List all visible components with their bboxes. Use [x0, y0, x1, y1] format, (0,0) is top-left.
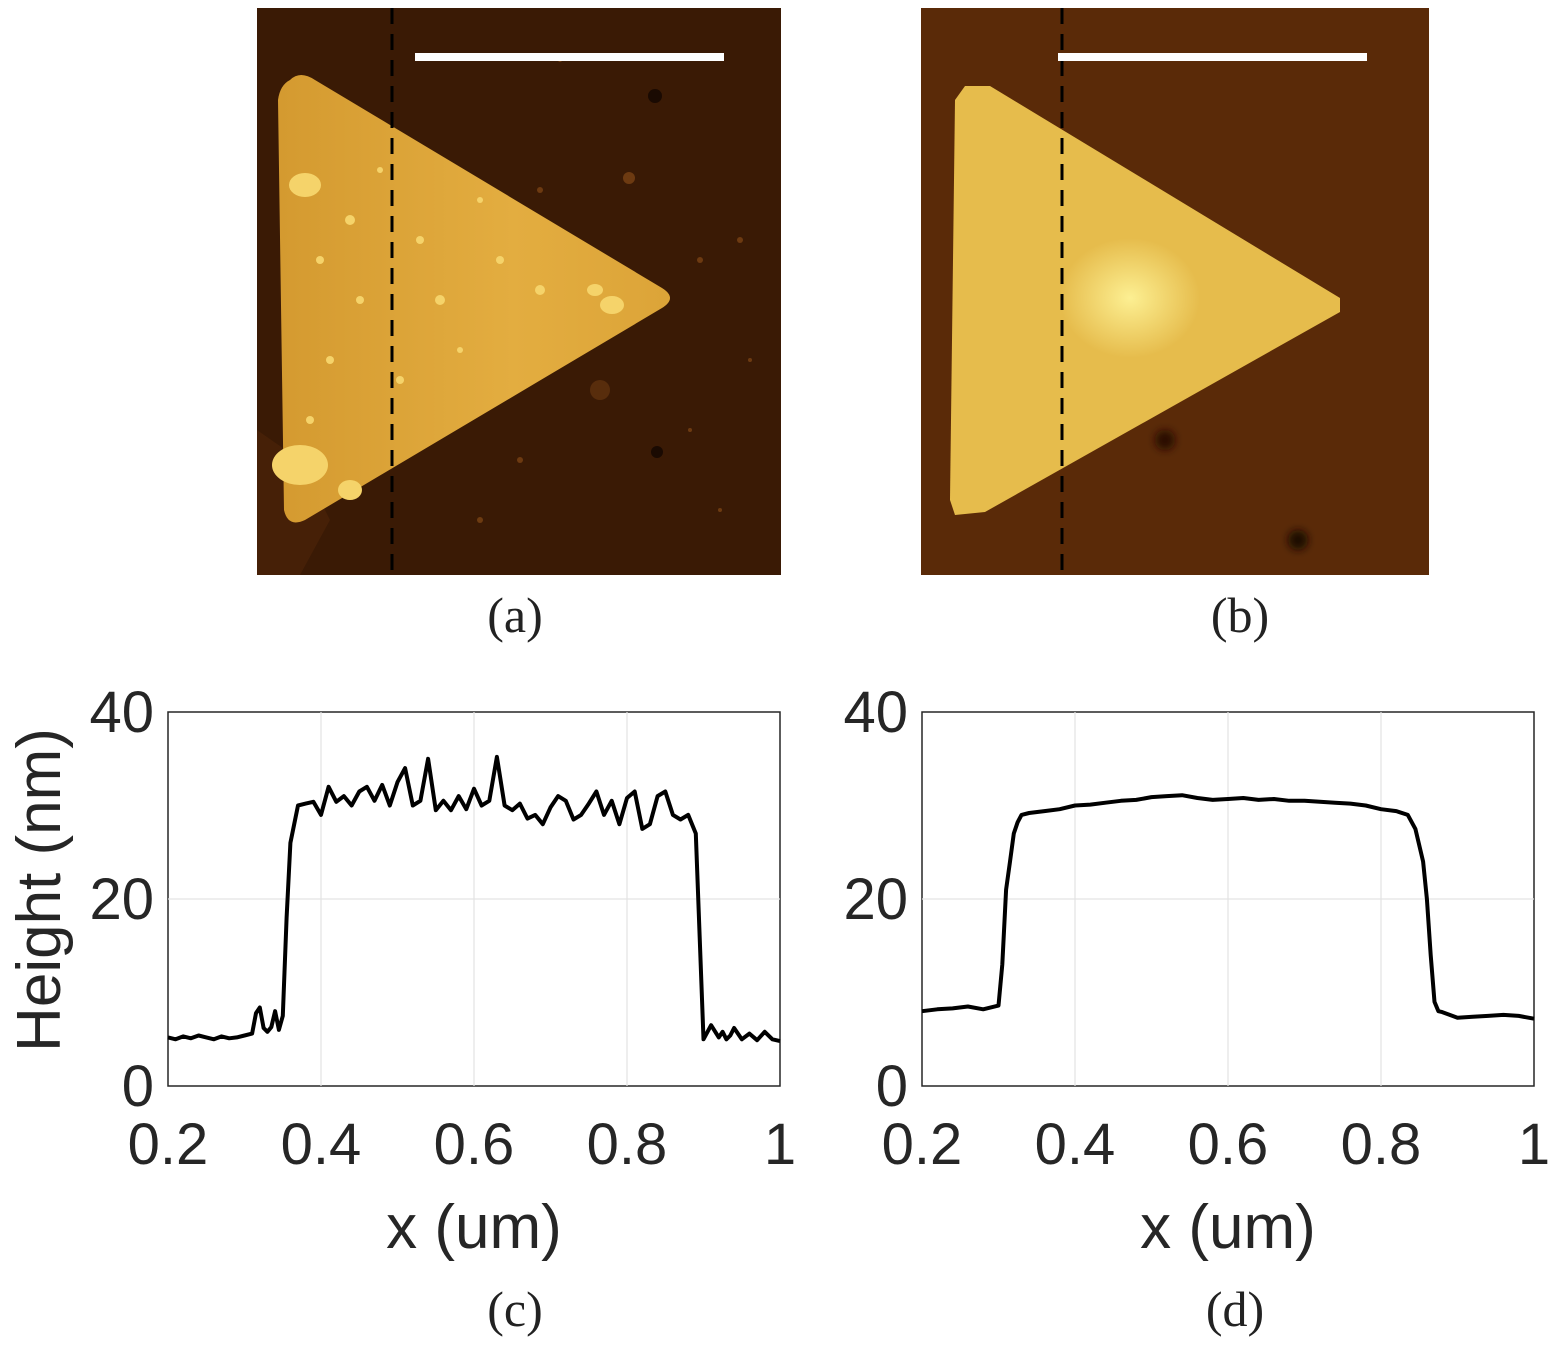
afm-a-particles — [477, 58, 752, 523]
afm-a-dark-spot — [648, 89, 662, 103]
afm-a-dark-spot — [651, 446, 663, 458]
y-tick-label: 0 — [122, 1054, 154, 1119]
x-tick-label: 1 — [764, 1112, 796, 1177]
plot-d-grid — [922, 712, 1534, 1086]
y-tick-label: 20 — [843, 867, 908, 932]
plot-d-x-tick-labels: 0.2 0.4 0.6 0.8 1 — [882, 1112, 1550, 1177]
plot-c-x-tick-labels: 0.2 0.4 0.6 0.8 1 — [128, 1112, 796, 1177]
panel-label-a: (a) — [487, 587, 543, 643]
y-tick-label: 40 — [843, 680, 908, 745]
afm-b-bright-center — [1060, 238, 1200, 358]
y-tick-label: 20 — [89, 867, 154, 932]
plot-c-grid — [168, 712, 780, 1086]
x-tick-label: 0.6 — [434, 1112, 515, 1177]
plot-d-y-tick-labels: 0 20 40 — [843, 680, 908, 1119]
y-tick-label: 0 — [876, 1054, 908, 1119]
panel-label-b: (b) — [1211, 587, 1269, 643]
afm-b-dark-spot — [1288, 530, 1308, 550]
plot-d-x-axis-label: x (um) — [1140, 1193, 1316, 1262]
plot-d-series-line — [921, 793, 1535, 1021]
x-tick-label: 0.8 — [587, 1112, 668, 1177]
plot-c-x-axis-label: x (um) — [386, 1193, 562, 1262]
afm-a-flake-particles — [272, 167, 624, 500]
x-tick-label: 0.4 — [281, 1112, 362, 1177]
panel-label-d: (d) — [1206, 1281, 1264, 1337]
x-tick-label: 0.8 — [1341, 1112, 1422, 1177]
panel-label-c: (c) — [487, 1281, 543, 1337]
x-tick-label: 0.2 — [882, 1112, 963, 1177]
x-tick-label: 0.4 — [1035, 1112, 1116, 1177]
y-tick-label: 40 — [89, 680, 154, 745]
afm-image-b — [921, 8, 1429, 575]
plot-c: 0.2 0.4 0.6 0.8 1 0 20 40 x (um) Height (nm) — [5, 680, 796, 1262]
plot-c-series-line — [167, 754, 781, 1044]
x-tick-label: 1 — [1518, 1112, 1550, 1177]
x-tick-label: 0.6 — [1188, 1112, 1269, 1177]
plot-c-y-axis-label: Height (nm) — [5, 728, 74, 1052]
afm-a-flake — [278, 75, 670, 523]
afm-b-dark-spot — [1155, 430, 1175, 450]
plot-d: 0.2 0.4 0.6 0.8 1 0 20 40 x (um) — [843, 680, 1550, 1262]
afm-image-a — [257, 8, 781, 575]
x-tick-label: 0.2 — [128, 1112, 209, 1177]
plot-c-y-tick-labels: 0 20 40 — [89, 680, 154, 1119]
